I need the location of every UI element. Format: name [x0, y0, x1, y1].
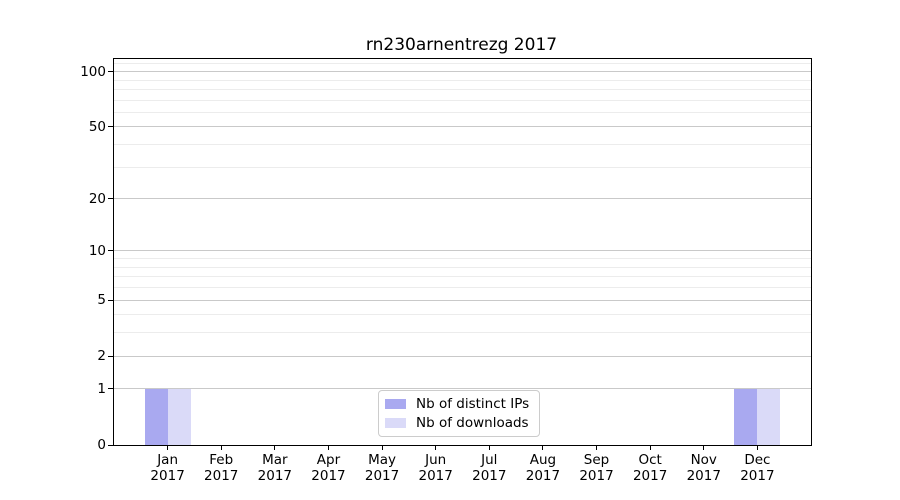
x-axis-tick: [220, 446, 222, 450]
x-axis-tick-label: Apr 2017: [311, 452, 346, 484]
y-gridline-major: [114, 299, 811, 301]
y-axis-tick: [108, 198, 113, 200]
x-axis-tick-label: Oct 2017: [632, 452, 668, 484]
y-axis-tick-label: 1: [97, 380, 106, 397]
legend-item-downloads: Nb of downloads: [385, 415, 529, 431]
y-gridline-minor: [114, 88, 811, 90]
x-axis-tick-label: Nov 2017: [686, 452, 721, 484]
y-axis-tick-label: 0: [97, 437, 106, 453]
legend: Nb of distinct IPs Nb of downloads: [378, 390, 541, 437]
x-axis-tick: [327, 446, 329, 450]
bar-distinct-ips-dec: [734, 388, 758, 445]
x-axis-tick-label: Jan 2017: [150, 452, 185, 484]
y-axis-tick: [108, 444, 113, 446]
y-gridline-minor: [114, 314, 811, 316]
y-axis-tick: [108, 126, 113, 128]
x-axis-tick-label: Aug 2017: [525, 452, 561, 484]
x-axis-tick: [488, 446, 490, 450]
y-axis-tick-label: 5: [97, 292, 106, 309]
legend-label-downloads: Nb of downloads: [416, 415, 529, 431]
y-gridline-major: [114, 388, 811, 390]
bar-downloads-dec: [757, 388, 781, 445]
bar-layer: [114, 59, 811, 445]
y-axis-tick-label: 100: [80, 63, 106, 80]
y-axis-tick: [108, 388, 113, 390]
grid-layer: [114, 59, 811, 445]
y-axis-tick-label: 2: [97, 348, 106, 365]
x-axis-tick: [542, 446, 544, 450]
legend-label-distinct-ips: Nb of distinct IPs: [416, 396, 530, 412]
x-axis-tick-label: May 2017: [364, 452, 400, 484]
y-axis-tick: [108, 355, 113, 357]
x-axis-tick: [381, 446, 383, 450]
y-gridline-minor: [114, 332, 811, 334]
x-axis-tick: [756, 446, 758, 450]
x-axis-tick: [274, 446, 276, 450]
y-gridline-major: [114, 126, 811, 128]
y-gridline-major: [114, 198, 811, 200]
y-gridline-minor: [114, 266, 811, 268]
x-axis-tick-label: Sep 2017: [579, 452, 614, 484]
y-gridline-major: [114, 250, 811, 252]
legend-item-distinct-ips: Nb of distinct IPs: [385, 396, 529, 412]
y-gridline-minor: [114, 258, 811, 260]
y-axis-tick: [108, 250, 113, 252]
x-axis-tick: [596, 446, 598, 450]
x-axis-tick: [703, 446, 705, 450]
y-gridline-minor: [114, 79, 811, 81]
y-gridline-major: [114, 355, 811, 357]
y-gridline-minor: [114, 99, 811, 101]
y-gridline-minor: [114, 111, 811, 113]
x-axis-tick-label: Mar 2017: [257, 452, 293, 484]
x-axis-tick-label: Jul 2017: [472, 452, 507, 484]
legend-swatch-distinct-ips: [385, 399, 406, 409]
y-axis-tick-label: 20: [88, 190, 106, 207]
y-axis-tick: [108, 71, 113, 73]
y-gridline-minor: [114, 287, 811, 289]
y-axis-tick: [108, 299, 113, 301]
legend-swatch-downloads: [385, 418, 406, 428]
x-axis-tick: [167, 446, 169, 450]
axis-layer: 0 1 2 5 10 20 50 100 Jan 2017 Feb 2017 Mar 2017 Apr 201…: [80, 59, 811, 484]
chart-title: rn230arnentrezg 2017: [365, 35, 558, 55]
y-axis-tick-label: 10: [88, 242, 106, 259]
x-axis-tick-label: Dec 2017: [740, 452, 775, 484]
y-axis-tick-label: 50: [88, 118, 106, 135]
bar-distinct-ips-jan: [144, 388, 168, 445]
x-axis-tick-label: Feb 2017: [204, 452, 239, 484]
y-gridline-major: [114, 71, 811, 73]
plot-area: 0 1 2 5 10 20 50 100 Jan 2017 Feb 2017 Mar 2017 Apr 201…: [80, 58, 812, 484]
x-axis-tick: [649, 446, 651, 450]
y-gridline-minor: [114, 63, 811, 65]
y-gridline-minor: [114, 276, 811, 278]
y-gridline-minor: [114, 166, 811, 168]
x-axis-tick: [435, 446, 437, 450]
x-axis-tick-label: Jun 2017: [418, 452, 453, 484]
y-gridline-minor: [114, 144, 811, 146]
bar-downloads-jan: [167, 388, 191, 445]
